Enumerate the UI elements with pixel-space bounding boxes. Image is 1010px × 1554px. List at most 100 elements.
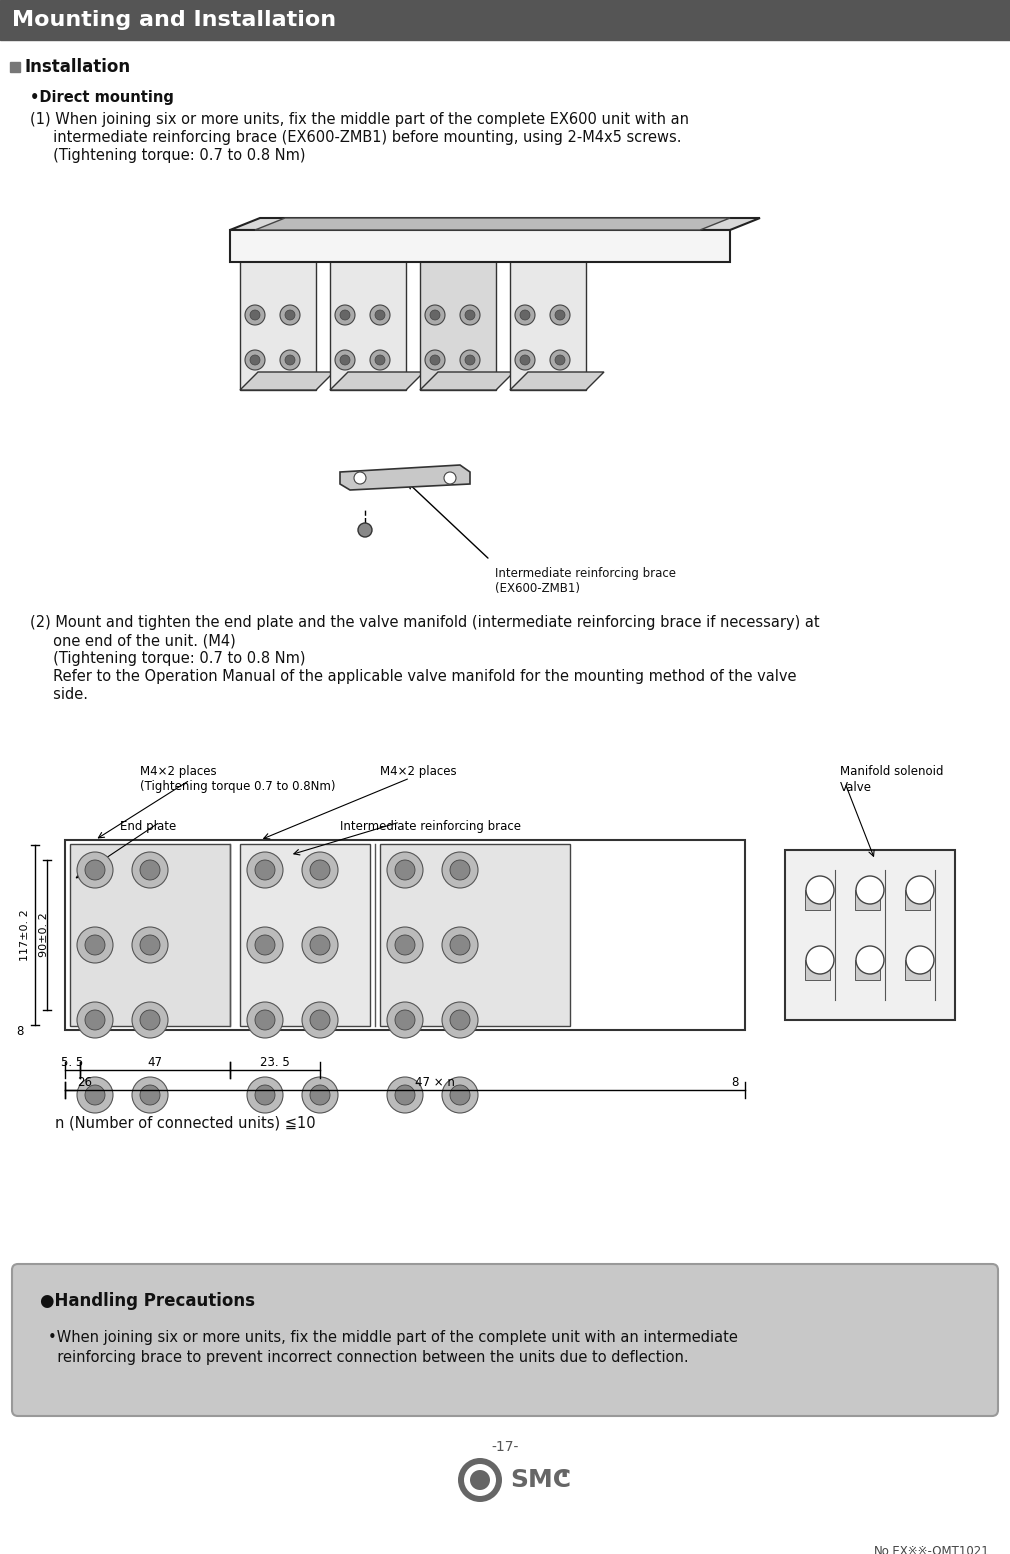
Bar: [0, 0, 1010, 40]
Circle shape: [460, 350, 480, 370]
Circle shape: [132, 852, 168, 887]
Circle shape: [425, 350, 445, 370]
Circle shape: [515, 305, 535, 325]
Circle shape: [442, 928, 478, 963]
Text: Refer to the Operation Manual of the applicable valve manifold for the mounting : Refer to the Operation Manual of the app…: [30, 670, 797, 684]
Circle shape: [302, 928, 338, 963]
Circle shape: [906, 946, 934, 974]
Circle shape: [395, 1010, 415, 1030]
Circle shape: [425, 305, 445, 325]
Circle shape: [302, 1077, 338, 1113]
Circle shape: [285, 309, 295, 320]
Circle shape: [358, 524, 372, 538]
Circle shape: [310, 1010, 330, 1030]
Polygon shape: [240, 371, 334, 390]
Text: Manifold solenoid: Manifold solenoid: [840, 765, 943, 779]
Text: 47 × n: 47 × n: [415, 1075, 454, 1089]
Circle shape: [520, 354, 530, 365]
Text: SMC: SMC: [510, 1469, 571, 1492]
Circle shape: [77, 1077, 113, 1113]
Circle shape: [556, 309, 565, 320]
Text: End plate: End plate: [120, 821, 177, 833]
FancyBboxPatch shape: [12, 1263, 998, 1416]
Circle shape: [520, 309, 530, 320]
Bar: [380, 844, 570, 1026]
Circle shape: [387, 928, 423, 963]
Circle shape: [85, 1010, 105, 1030]
Circle shape: [250, 309, 260, 320]
Text: reinforcing brace to prevent incorrect connection between the units due to defle: reinforcing brace to prevent incorrect c…: [48, 1350, 689, 1364]
Circle shape: [85, 1085, 105, 1105]
Circle shape: [255, 1010, 275, 1030]
Text: 23. 5: 23. 5: [261, 1057, 290, 1069]
Bar: [905, 890, 930, 911]
Circle shape: [464, 1464, 496, 1497]
Circle shape: [906, 876, 934, 904]
Circle shape: [550, 305, 570, 325]
Bar: [855, 960, 880, 981]
Text: Mounting and Installation: Mounting and Installation: [12, 9, 336, 30]
Bar: [240, 844, 370, 1026]
Circle shape: [310, 1085, 330, 1105]
Circle shape: [77, 1002, 113, 1038]
Circle shape: [85, 859, 105, 880]
Circle shape: [465, 354, 475, 365]
Circle shape: [310, 936, 330, 956]
Circle shape: [450, 1010, 470, 1030]
Circle shape: [245, 350, 265, 370]
Circle shape: [450, 1085, 470, 1105]
Text: 8: 8: [16, 1026, 23, 1038]
Circle shape: [515, 350, 535, 370]
Circle shape: [85, 936, 105, 956]
Circle shape: [450, 859, 470, 880]
Bar: [855, 890, 880, 911]
Circle shape: [387, 1077, 423, 1113]
Text: (Tightening torque 0.7 to 0.8Nm): (Tightening torque 0.7 to 0.8Nm): [140, 780, 335, 793]
Circle shape: [556, 354, 565, 365]
Text: •When joining six or more units, fix the middle part of the complete unit with a: •When joining six or more units, fix the…: [48, 1330, 738, 1346]
Circle shape: [856, 876, 884, 904]
Circle shape: [460, 305, 480, 325]
Polygon shape: [420, 371, 514, 390]
Polygon shape: [340, 465, 470, 490]
Circle shape: [132, 1002, 168, 1038]
Circle shape: [395, 1085, 415, 1105]
Circle shape: [450, 936, 470, 956]
Circle shape: [430, 309, 440, 320]
Circle shape: [370, 350, 390, 370]
Circle shape: [375, 354, 385, 365]
Bar: [785, 850, 955, 1019]
Bar: [420, 260, 496, 390]
Circle shape: [806, 946, 834, 974]
Text: (1) When joining six or more units, fix the middle part of the complete EX600 un: (1) When joining six or more units, fix …: [30, 112, 689, 127]
Circle shape: [255, 1085, 275, 1105]
Circle shape: [395, 936, 415, 956]
Circle shape: [302, 1002, 338, 1038]
Bar: [805, 960, 830, 981]
Circle shape: [395, 859, 415, 880]
Circle shape: [247, 1077, 283, 1113]
Text: -17-: -17-: [491, 1441, 519, 1455]
Text: side.: side.: [30, 687, 88, 702]
Circle shape: [280, 350, 300, 370]
Text: .: .: [560, 1458, 570, 1483]
Bar: [805, 890, 830, 911]
Circle shape: [335, 350, 355, 370]
Circle shape: [806, 876, 834, 904]
Circle shape: [245, 305, 265, 325]
Circle shape: [430, 354, 440, 365]
Circle shape: [255, 936, 275, 956]
Circle shape: [442, 1077, 478, 1113]
Bar: [65, 841, 745, 1030]
Text: one end of the unit. (M4): one end of the unit. (M4): [30, 632, 235, 648]
Text: 90±0. 2: 90±0. 2: [39, 912, 49, 957]
Circle shape: [140, 1085, 160, 1105]
Circle shape: [442, 852, 478, 887]
Polygon shape: [510, 371, 604, 390]
Circle shape: [470, 1470, 490, 1490]
Circle shape: [550, 350, 570, 370]
Circle shape: [250, 354, 260, 365]
Text: Valve: Valve: [840, 782, 872, 794]
Text: (EX600-ZMB1): (EX600-ZMB1): [495, 583, 580, 595]
Circle shape: [458, 1458, 502, 1503]
